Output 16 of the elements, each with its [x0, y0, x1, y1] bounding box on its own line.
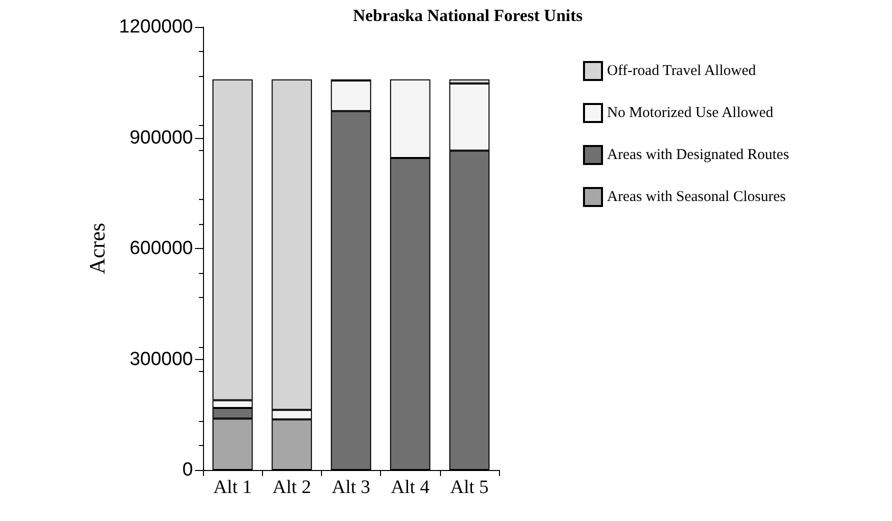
legend-label: Off-road Travel Allowed	[607, 63, 756, 79]
x-tick-label: Alt 5	[450, 477, 489, 498]
legend-label: Areas with Designated Routes	[607, 147, 790, 163]
x-tick-label: Alt 4	[390, 477, 430, 498]
y-tick-label: 1200000	[119, 16, 193, 38]
x-tick-label: Alt 1	[213, 477, 252, 498]
y-tick-label: 300000	[130, 348, 193, 370]
legend-label: Areas with Seasonal Closures	[607, 189, 786, 205]
y-axis-title: Acres	[84, 222, 110, 274]
x-tick-label: Alt 2	[272, 477, 312, 498]
y-tick-label: 600000	[130, 238, 193, 259]
y-tick-label: 900000	[130, 127, 193, 148]
y-tick-label: 0	[182, 460, 193, 480]
chart-title: Nebraska National Forest Units	[353, 6, 584, 25]
legend-label: No Motorized Use Allowed	[607, 105, 774, 121]
x-tick-label: Alt 3	[332, 477, 370, 498]
